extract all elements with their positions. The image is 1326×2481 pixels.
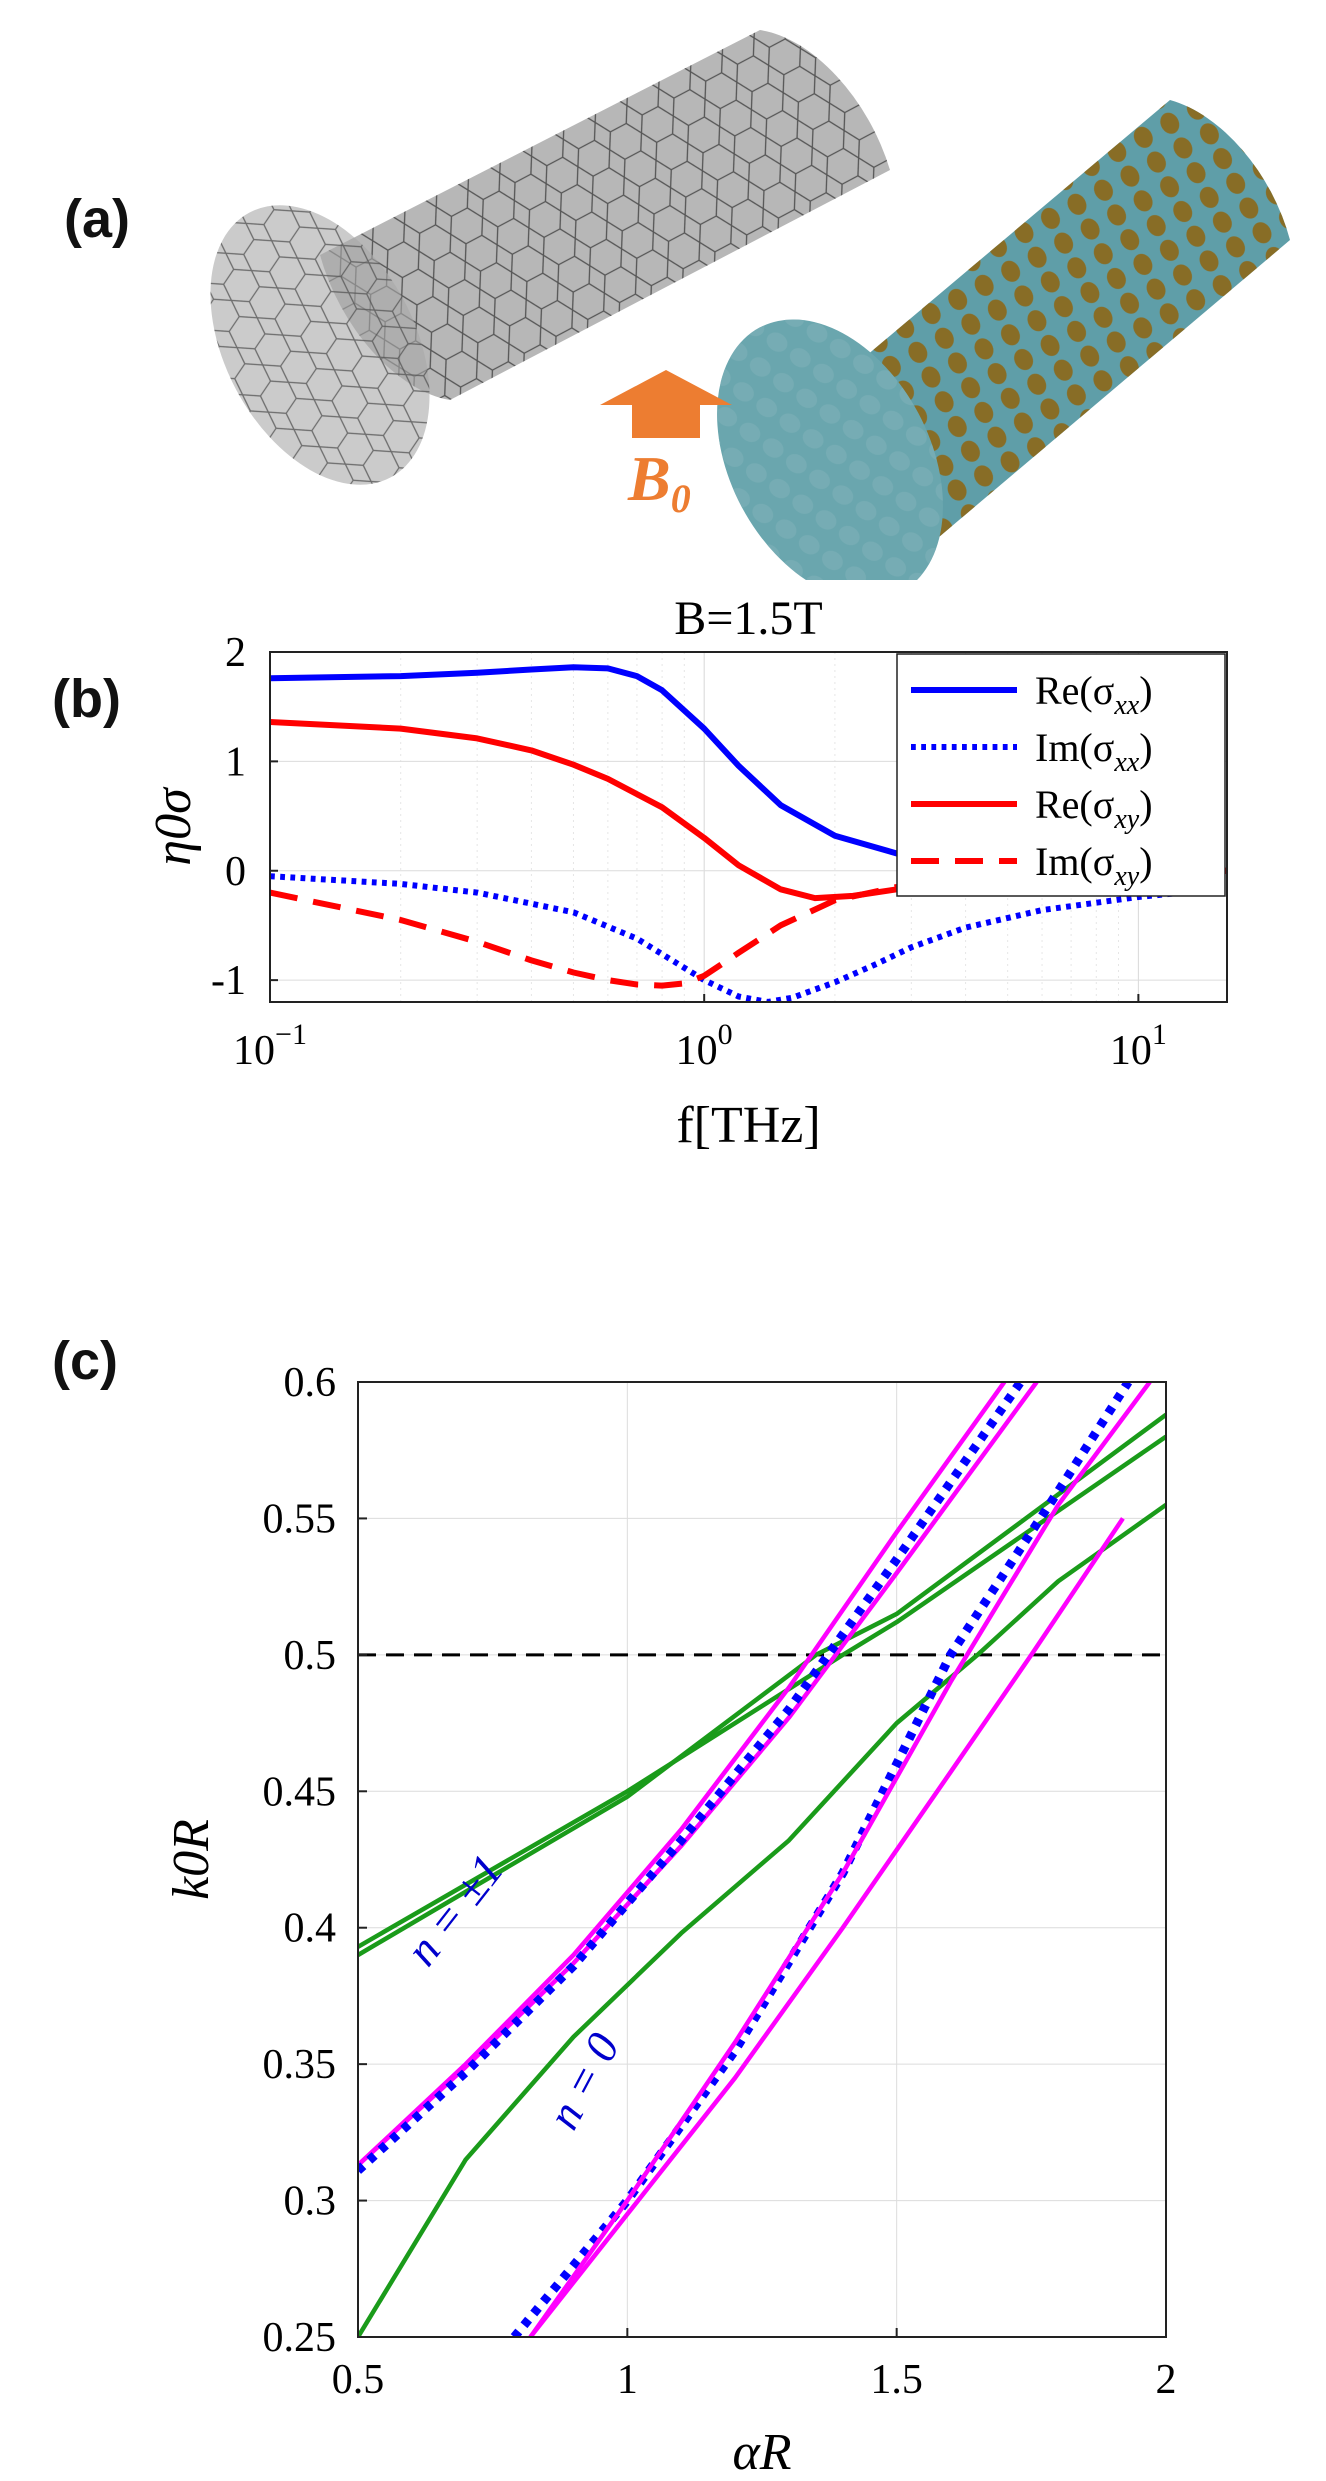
chart-b-legend: Re(σxx)Im(σxx)Re(σxy)Im(σxy): [896, 653, 1226, 897]
chart-c: 0.25 0.3 0.35 0.4 0.45 0.5 0.55 0.6 0.5 1 1.5 2 n =…: [163, 1360, 1177, 2481]
chart-c-ytick-label: 0.4: [284, 1906, 337, 1952]
chart-c-magenta-n0-a: [528, 1517, 1125, 2337]
field-label: B0: [627, 443, 691, 521]
chart-b-title: B=1.5T: [674, 592, 822, 645]
chart-c-ytick-label: 0.6: [284, 1360, 337, 1406]
chart-b-xtick-label: 100: [676, 1018, 733, 1074]
chart-c-xlabel: αR: [732, 2424, 791, 2481]
chart-b-ytick-label: 2: [225, 630, 246, 676]
chart-c-xtick-label: 0.5: [332, 2357, 385, 2403]
chart-c-ylabel: k0R: [163, 1819, 220, 1900]
chart-c-blue-n1: [358, 1382, 1025, 2174]
chart-b-legend-box: [896, 653, 1226, 897]
chart-c-xtick-label: 2: [1156, 2357, 1177, 2403]
chart-b-series-2: [270, 873, 1227, 1002]
chart-b-frame: [269, 651, 1228, 1003]
chart-c-blue-n0: [510, 1382, 1133, 2337]
chart-c-xtick-label: 1.5: [870, 2357, 923, 2403]
right-tube: [717, 100, 1290, 580]
chart-c-green-2: [358, 1434, 1166, 1949]
chart-c-magenta-n0-b: [528, 1382, 1152, 2337]
chart-b-legend-entry: Im(σxx): [1035, 725, 1153, 778]
chart-b-xlabel: f[THz]: [676, 1097, 820, 1154]
chart-c-annotation: n = 0: [537, 2025, 629, 2137]
chart-b-xtick-label: 101: [1110, 1018, 1167, 1074]
chart-c-ytick-label: 0.55: [263, 1496, 337, 1542]
chart-c-green-3: [358, 1502, 1166, 2337]
chart-c-ytick-label: 0.35: [263, 2042, 337, 2088]
chart-c-ytick-label: 0.45: [263, 1769, 337, 1815]
chart-b-ylabel: η0σ: [145, 786, 202, 866]
chart-c-annotation: n = ±1: [396, 1845, 513, 1975]
panel-label-b: (b): [52, 669, 121, 729]
chart-b-ytick-label: 1: [225, 739, 246, 785]
chart-c-magenta-n1-a: [358, 1382, 1007, 2167]
chart-c-ytick-label: 0.3: [284, 2179, 337, 2225]
chart-b: -1 0 1 2 10−1 100 101 B=1.5T f[THz] η0σ Re(σxx…: [145, 592, 1228, 1154]
chart-b-legend-entry: Im(σxy): [1035, 839, 1153, 892]
chart-c-series-group: [358, 1382, 1166, 2337]
left-tube: [210, 30, 890, 485]
chart-c-xtick-label: 1: [617, 2357, 638, 2403]
field-arrow: [600, 370, 732, 438]
panel-label-a: (a): [64, 189, 130, 249]
chart-b-ytick-label: 0: [225, 849, 246, 895]
chart-b-legend-entry: Re(σxx): [1035, 668, 1153, 721]
chart-b-ytick-label: -1: [211, 958, 246, 1004]
chart-c-ytick-label: 0.25: [263, 2315, 337, 2361]
chart-c-magenta-n1-b: [358, 1382, 1039, 2167]
chart-b-xtick-label: 10−1: [233, 1018, 307, 1074]
chart-c-ytick-label: 0.5: [284, 1633, 337, 1679]
figure-a-schematic: B0: [210, 30, 1290, 580]
panel-label-c: (c): [52, 1331, 118, 1391]
chart-b-legend-entry: Re(σxy): [1035, 782, 1153, 835]
chart-c-frame: [357, 1381, 1167, 2338]
chart-c-green-1: [358, 1412, 1166, 1957]
